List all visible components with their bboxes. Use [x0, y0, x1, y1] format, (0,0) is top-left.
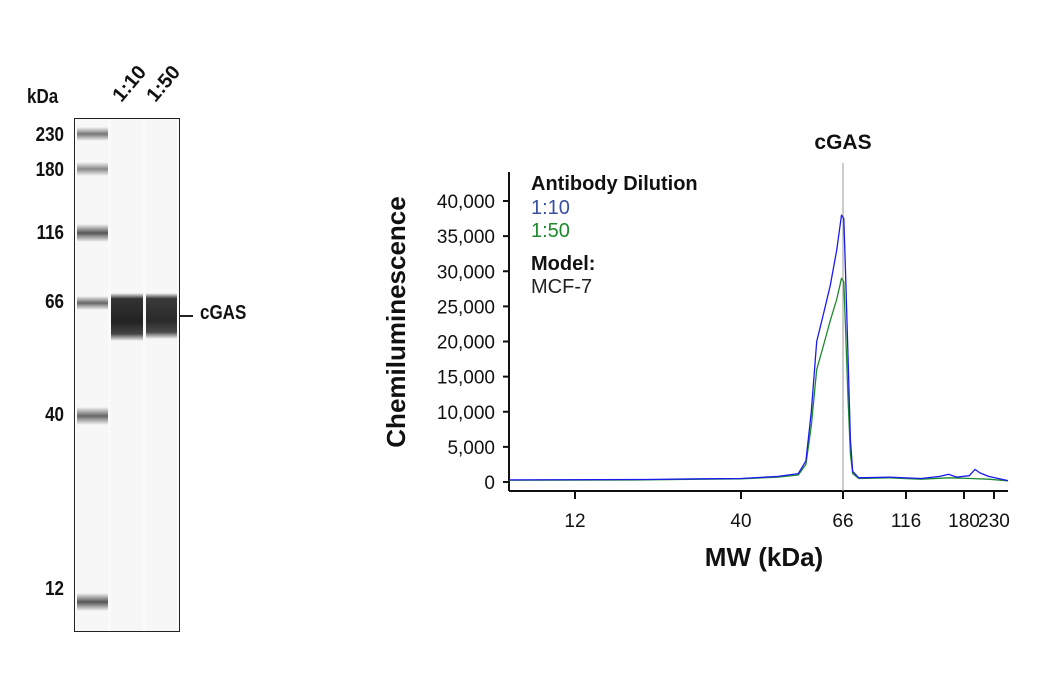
y-tick-label: 15,000	[437, 368, 495, 389]
ladder-band	[77, 593, 108, 611]
x-tick-label: 230	[978, 511, 1010, 532]
chart-title: cGAS	[814, 131, 871, 154]
y-tick-label: 5,000	[447, 438, 495, 459]
x-tick-label: 12	[564, 511, 585, 532]
legend-entry: 1:10	[531, 197, 570, 219]
marker-label: 12	[45, 578, 64, 600]
marker-label: 116	[36, 222, 64, 244]
x-tick-label: 116	[891, 511, 921, 532]
y-tick-label: 10,000	[437, 403, 495, 424]
kda-label: kDa	[27, 86, 59, 108]
x-tick-label: 66	[832, 511, 853, 532]
y-tick-label: 20,000	[437, 333, 495, 354]
marker-label: 66	[45, 291, 64, 313]
ladder-band	[77, 162, 108, 176]
marker-label: 230	[35, 124, 64, 146]
ladder-band	[77, 296, 108, 310]
target-label: cGAS	[200, 302, 247, 324]
y-tick-label: 25,000	[437, 297, 495, 318]
model-title: Model:	[531, 253, 595, 275]
target-pointer-line	[180, 315, 193, 317]
series-line-1-10	[508, 214, 1009, 482]
blot-image	[74, 118, 180, 632]
y-tick-label: 35,000	[437, 227, 495, 248]
sample-lane-2	[146, 119, 177, 631]
legend-title: Antibody Dilution	[531, 173, 698, 195]
x-tick-label: 40	[730, 511, 751, 532]
marker-label: 180	[35, 159, 64, 181]
y-tick-label: 0	[484, 473, 495, 494]
y-axis-label: Chemiluminescence	[381, 196, 411, 447]
marker-label: 40	[45, 404, 64, 426]
y-tick-label: 30,000	[437, 262, 495, 283]
sample-lane-1	[111, 119, 143, 631]
legend-entry: 1:50	[531, 220, 570, 242]
ladder-lane	[77, 119, 108, 631]
y-tick-label: 40,000	[437, 192, 495, 213]
cgas-band	[146, 293, 177, 339]
x-axis-label: MW (kDa)	[705, 542, 823, 572]
series-line-1-50	[508, 277, 1009, 482]
model-value: MCF-7	[531, 276, 592, 298]
x-tick-label: 180	[948, 511, 980, 532]
ladder-band	[77, 407, 108, 425]
cgas-band	[111, 293, 143, 341]
ladder-band	[77, 224, 108, 242]
ladder-band	[77, 127, 108, 141]
